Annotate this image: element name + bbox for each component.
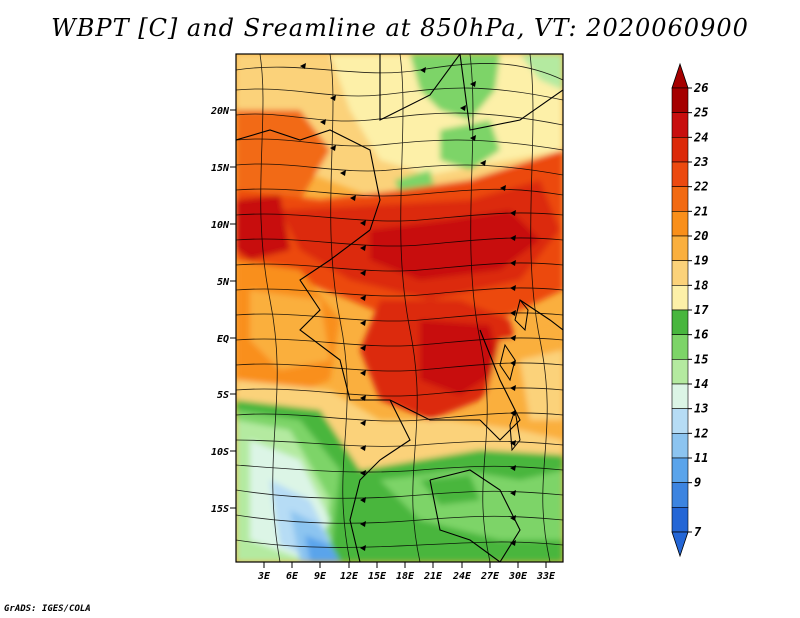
lon-label-24e: 24E (452, 571, 472, 582)
colorbar-swatch (671, 334, 689, 360)
lat-label-10n: 10N (211, 220, 230, 231)
colorbar-label: 19 (694, 254, 708, 268)
latitude-axis: 20N 15N 10N 5N EQ 5S 10S 15S (210, 106, 236, 515)
country-borders (236, 54, 563, 562)
colorbar-label: 14 (694, 377, 708, 391)
credit-label: GrADS: IGES/COLA (4, 604, 91, 614)
colorbar-swatch (671, 186, 689, 212)
colorbar-swatch (671, 137, 689, 163)
colorbar-label: 16 (694, 328, 708, 342)
colorbar-label: 20 (693, 229, 708, 243)
lat-label-5n: 5N (217, 277, 230, 288)
colorbar-swatch (671, 211, 689, 237)
colorbar-label: 26 (693, 81, 708, 95)
streamline-arrows (300, 63, 516, 551)
colorbar-swatch (671, 260, 689, 286)
colorbar-label: 23 (693, 155, 708, 169)
lon-label-30e: 30E (508, 571, 528, 582)
colorbar-bottom-arrow (671, 531, 689, 558)
colorbar-top-arrow (671, 62, 689, 89)
colorbar-label: 25 (693, 106, 708, 120)
colorbar-swatch (671, 457, 689, 483)
colorbar-label: 13 (694, 402, 708, 416)
lat-label-20n: 20N (210, 106, 230, 117)
lon-label-27e: 27E (480, 571, 500, 582)
lakes (499, 298, 529, 452)
lon-label-9e: 9E (314, 571, 327, 582)
colorbar-label: 9 (694, 476, 701, 490)
colorbar-swatch (671, 408, 689, 434)
colorbar-swatch (671, 433, 689, 459)
colorbar-label: 17 (694, 303, 709, 317)
colorbar: 26 25 24 23 22 21 20 19 18 17 16 15 14 13 12 11 9 7 (671, 62, 709, 558)
colorbar-swatch (671, 87, 689, 113)
colorbar-label: 15 (694, 352, 708, 366)
lon-label-18e: 18E (396, 571, 415, 582)
colorbar-label: 11 (694, 451, 708, 465)
lon-label-33e: 33E (536, 571, 556, 582)
colorbar-label: 12 (694, 426, 708, 440)
colorbar-swatch (671, 112, 689, 138)
colorbar-swatch (671, 161, 689, 187)
colorbar-swatch (671, 383, 689, 409)
colorbar-swatch (671, 359, 689, 385)
map-frame (235, 53, 564, 563)
colorbar-label: 24 (693, 130, 708, 144)
wbpt-shading (236, 54, 563, 562)
lon-label-15e: 15E (368, 571, 387, 582)
colorbar-swatch (671, 482, 689, 508)
lon-label-12e: 12E (340, 571, 359, 582)
lat-label-5s: 5S (217, 390, 229, 401)
longitude-axis: 3E 6E 9E 12E 15E 18E 21E 24E 27E 30E 33E (257, 562, 556, 582)
lat-label-10s: 10S (211, 447, 229, 458)
lon-label-21e: 21E (423, 571, 443, 582)
colorbar-label: 22 (693, 180, 708, 194)
colorbar-label: 18 (694, 278, 708, 292)
lat-label-15s: 15S (211, 504, 229, 515)
colorbar-label: 21 (693, 204, 708, 218)
lat-label-15n: 15N (211, 163, 230, 174)
colorbar-swatch (671, 235, 689, 261)
lon-label-3e: 3E (257, 571, 271, 582)
map-panel[interactable] (236, 54, 563, 562)
lat-label-eq: EQ (217, 334, 229, 345)
lon-label-6e: 6E (286, 571, 299, 582)
colorbar-swatch (671, 309, 689, 335)
colorbar-label: 7 (694, 525, 702, 539)
colorbar-swatch (671, 285, 689, 311)
chart-title: WBPT [C] and Sreamline at 850hPa, VT: 20… (51, 14, 749, 42)
colorbar-swatch (671, 507, 689, 533)
